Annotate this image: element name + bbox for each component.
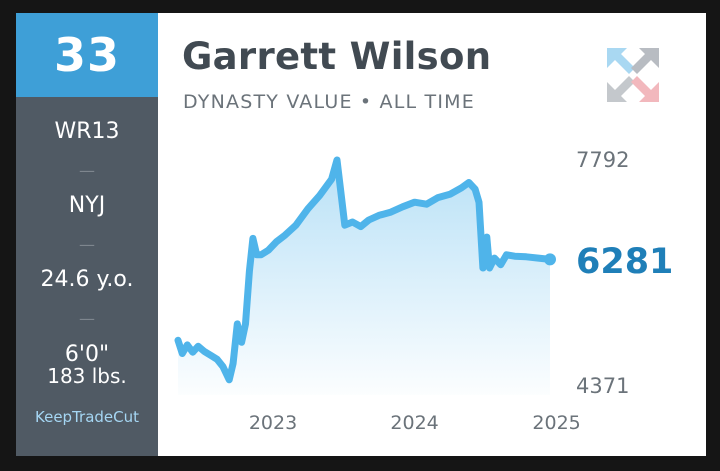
- current-value-label: 6281: [576, 242, 673, 282]
- x-tick-label: 2025: [532, 412, 580, 434]
- separator: —: [79, 161, 95, 180]
- player-name: Garrett Wilson: [182, 35, 492, 78]
- separator: —: [79, 309, 95, 328]
- value-panel: Garrett Wilson DYNASTY VALUE • ALL TIME …: [158, 13, 706, 456]
- rank-number: 33: [53, 28, 120, 82]
- x-tick-label: 2024: [390, 412, 438, 434]
- value-line: [174, 156, 554, 384]
- separator: —: [79, 235, 95, 254]
- chart-subtitle: DYNASTY VALUE • ALL TIME: [183, 91, 475, 113]
- player-weight: 183 lbs.: [47, 364, 127, 388]
- ktc-arrows-logo-icon: [607, 48, 659, 102]
- player-sidebar: 33 WR13 — NYJ — 24.6 y.o. — 6'0" 183 lbs…: [16, 13, 158, 456]
- brand-link[interactable]: KeepTradeCut: [35, 408, 139, 426]
- value-area: [178, 160, 550, 395]
- rank-badge: 33: [16, 13, 158, 97]
- player-height: 6'0": [64, 342, 110, 367]
- x-tick-label: 2023: [249, 412, 297, 434]
- max-value-label: 7792: [576, 148, 629, 172]
- current-value-dot: [544, 253, 556, 266]
- position-rank: WR13: [54, 119, 120, 144]
- min-value-label: 4371: [576, 374, 629, 398]
- player-age: 24.6 y.o.: [40, 267, 134, 292]
- player-card: 33 WR13 — NYJ — 24.6 y.o. — 6'0" 183 lbs…: [16, 13, 706, 456]
- value-chart: 7792 4371 6281 2023 2024 2025: [174, 148, 673, 434]
- team-abbreviation: NYJ: [68, 193, 106, 218]
